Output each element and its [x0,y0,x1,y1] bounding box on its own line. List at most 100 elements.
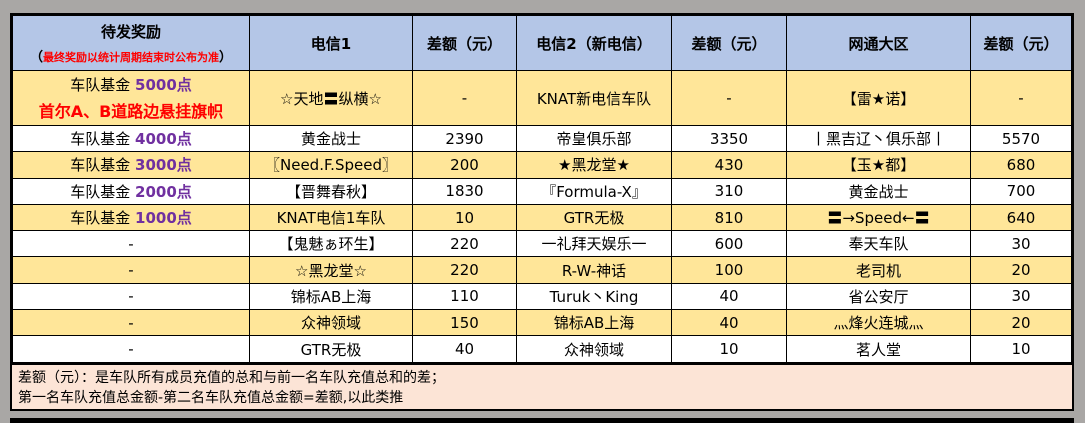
reward-cell: 车队基金 4000点 [12,124,250,153]
reward-label: 车队基金 [70,209,136,228]
team-telecom1: 〖Need.F.Speed〗 [249,151,413,179]
team-telecom2: 一礼拜天娱乐一 [516,230,672,258]
diff-netcom: 10 [970,335,1072,363]
header-diff3: 差额（元） [970,15,1072,71]
header-reward-title: 待发奖励 [100,23,161,41]
header-row: 待发奖励 （最终奖励以统计周期结束时公布为准） 电信1 差额（元） 电信2（新电… [12,15,1072,71]
team-telecom1: 众神领域 [249,309,413,337]
diff-telecom1: - [412,70,517,126]
diff-netcom: 20 [970,256,1072,284]
team-netcom: 奉天车队 [786,230,971,258]
diff-telecom1: 200 [412,151,517,179]
team-telecom2: 众神领域 [516,335,672,363]
diff-telecom1: 2390 [412,124,517,153]
team-netcom: 【雷★诺】 [786,70,971,126]
diff-netcom: 5570 [970,124,1072,153]
team-telecom2: 锦标AB上海 [516,309,672,337]
footer-note: 差额（元）：是车队所有成员充值的总和与前一名车队充值总和的差； 第一名车队充值总… [12,362,1072,409]
header-reward-note: （最终奖励以统计周期结束时公布为准） [29,50,233,65]
reward-cell: - [12,230,250,258]
footer-line-1: 差额（元）：是车队所有成员充值的总和与前一名车队充值总和的差； [18,369,445,386]
diff-telecom2: 810 [671,203,787,232]
team-telecom1: 【晋舞春秋】 [249,177,413,205]
team-telecom2: 帝皇俱乐部 [516,124,672,153]
team-telecom1: 【鬼魅ぁ环生】 [249,230,413,258]
diff-netcom: - [970,70,1072,126]
team-netcom: 老司机 [786,256,971,284]
reward-cell: - [12,282,250,311]
team-telecom1: GTR无极 [249,335,413,363]
reward-cell: 车队基金 3000点 [12,151,250,179]
diff-telecom2: 3350 [671,124,787,153]
diff-telecom2: 430 [671,151,787,179]
diff-telecom2: 10 [671,335,787,363]
diff-telecom1: 10 [412,203,517,232]
diff-telecom1: 40 [412,335,517,363]
reward-label: 车队基金 [70,76,136,94]
team-telecom1: 黄金战士 [249,124,413,153]
table-row: - 锦标AB上海 110 Turuk丶King 40 省公安厅 30 [12,282,1072,311]
reward-label: 车队基金 [70,156,136,175]
reward-cell: 车队基金 2000点 [12,177,250,205]
diff-netcom: 640 [970,203,1072,232]
diff-telecom2: 310 [671,177,787,205]
diff-telecom1: 150 [412,309,517,337]
reward-points: 4000点 [135,130,192,149]
diff-telecom2: 100 [671,256,787,284]
header-netcom: 网通大区 [786,15,971,71]
header-telecom2: 电信2（新电信） [516,15,672,71]
reward-points: 1000点 [135,209,192,228]
team-telecom1: ☆天地〓纵横☆ [249,70,413,126]
team-netcom: 〓→Speed←〓 [786,203,971,232]
diff-telecom2: 40 [671,282,787,311]
table-row: - 【鬼魅ぁ环生】 220 一礼拜天娱乐一 600 奉天车队 30 [12,230,1072,258]
team-telecom2: R-W-神话 [516,256,672,284]
table-row: 车队基金 5000点 首尔A、B道路边悬挂旗帜 ☆天地〓纵横☆ - KNAT新电信车队 -… [12,70,1072,126]
diff-telecom2: - [671,70,787,126]
team-netcom: 灬烽火连城灬 [786,309,971,337]
diff-telecom1: 110 [412,282,517,311]
reward-cell: - [12,309,250,337]
team-telecom2: 『Formula-X』 [516,177,672,205]
reward-cell: - [12,256,250,284]
diff-netcom: 20 [970,309,1072,337]
team-netcom: 省公安厅 [786,282,971,311]
team-telecom1: ☆黑龙堂☆ [249,256,413,284]
reward-label: 车队基金 [70,130,136,149]
table-row: 车队基金 4000点 黄金战士 2390 帝皇俱乐部 3350 丨黑吉辽丶俱乐部丨 5570 [12,124,1072,153]
team-telecom1: 锦标AB上海 [249,282,413,311]
diff-telecom1: 220 [412,256,517,284]
team-telecom2: ★黑龙堂★ [516,151,672,179]
diff-netcom: 30 [970,230,1072,258]
diff-netcom: 30 [970,282,1072,311]
header-diff2: 差额（元） [671,15,787,71]
team-telecom2: GTR无极 [516,203,672,232]
reward-points: 2000点 [135,182,192,201]
table-row: 车队基金 2000点 【晋舞春秋】 1830 『Formula-X』 310 黄金战士 70… [12,177,1072,205]
diff-telecom2: 600 [671,230,787,258]
table-row: - GTR无极 40 众神领域 10 茗人堂 10 [12,335,1072,363]
diff-telecom2: 40 [671,309,787,337]
header-diff1: 差额（元） [412,15,517,71]
team-telecom2: KNAT新电信车队 [516,70,672,126]
reward-cell: 车队基金 1000点 [12,203,250,232]
diff-telecom1: 1830 [412,177,517,205]
team-telecom2: Turuk丶King [516,282,672,311]
reward-points: 5000点 [135,76,192,94]
reward-cell: - [12,335,250,363]
diff-telecom1: 220 [412,230,517,258]
reward-extra: 首尔A、B道路边悬挂旗帜 [38,102,224,121]
table-row: 车队基金 1000点 KNAT电信1车队 10 GTR无极 810 〓→Speed←〓 64… [12,203,1072,232]
team-netcom: 丨黑吉辽丶俱乐部丨 [786,124,971,153]
team-telecom1: KNAT电信1车队 [249,203,413,232]
header-telecom1: 电信1 [249,15,413,71]
table-row: 车队基金 3000点 〖Need.F.Speed〗 200 ★黑龙堂★ 430 【玉★都】… [12,151,1072,179]
team-netcom: 茗人堂 [786,335,971,363]
reward-cell: 车队基金 5000点首尔A、B道路边悬挂旗帜 [12,70,250,126]
reward-label: 车队基金 [70,182,136,201]
reward-ranking-table: 待发奖励 （最终奖励以统计周期结束时公布为准） 电信1 差额（元） 电信2（新电… [10,13,1074,411]
diff-netcom: 700 [970,177,1072,205]
header-reward: 待发奖励 （最终奖励以统计周期结束时公布为准） [12,15,250,71]
table-row: - ☆黑龙堂☆ 220 R-W-神话 100 老司机 20 [12,256,1072,284]
team-netcom: 黄金战士 [786,177,971,205]
